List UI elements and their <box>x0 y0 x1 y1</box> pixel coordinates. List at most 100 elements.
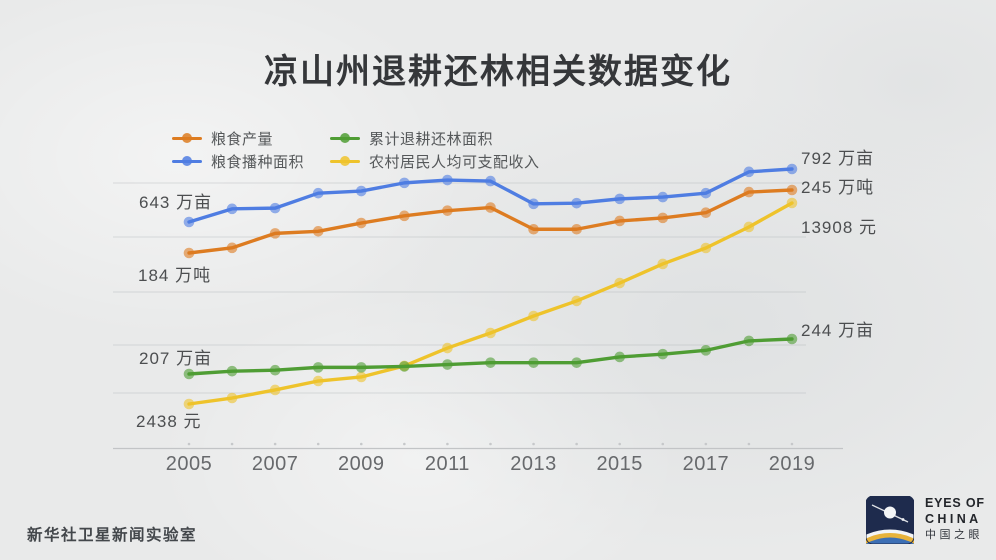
legend-swatch-grain_output <box>172 133 202 143</box>
x-tick-2007: 2007 <box>251 453 299 475</box>
data-point-forest_area <box>355 362 367 373</box>
data-point-grain_area <box>269 202 281 214</box>
legend-dot-grain_area <box>182 156 192 166</box>
legend-label-income: 农村居民人均可支配收入 <box>369 153 540 171</box>
data-point-grain_output <box>786 184 798 196</box>
data-point-grain_output <box>657 212 669 224</box>
legend-label-grain_area: 粮食播种面积 <box>211 153 305 171</box>
grain_output-first-value-label: 184 万吨 <box>138 266 212 285</box>
data-point-grain_output <box>355 217 367 229</box>
grain_output-last-value-label: 245 万吨 <box>801 178 875 197</box>
data-point-forest_area <box>614 351 625 363</box>
income-first-value-label: 2438 元 <box>136 412 202 431</box>
data-point-grain_area <box>485 175 496 187</box>
axis-tick-dot <box>403 442 406 446</box>
data-point-grain_area <box>657 191 669 203</box>
logo-text: EYES OF CHINA 中国之眼 <box>925 496 985 544</box>
data-point-grain_output <box>571 223 582 235</box>
x-tick-2005: 2005 <box>165 453 213 475</box>
axis-tick-dot <box>273 442 277 446</box>
axis-tick-dot <box>187 442 191 446</box>
x-tick-2019: 2019 <box>768 453 816 475</box>
chart-legend: 粮食产量粮食播种面积 累计退耕还林面积农村居民人均可支配收入 <box>172 130 540 171</box>
data-point-grain_area <box>614 193 625 205</box>
data-point-forest_area <box>442 359 453 370</box>
legend-item-forest_area: 累计退耕还林面积 <box>330 130 540 148</box>
legend-swatch-grain_area <box>172 156 202 166</box>
axis-tick-dot <box>532 442 535 446</box>
data-point-income <box>226 392 238 404</box>
data-point-grain_area <box>700 187 712 199</box>
data-point-forest_area <box>485 357 496 368</box>
legend-label-grain_output: 粮食产量 <box>211 130 274 148</box>
data-point-income <box>399 360 410 372</box>
data-point-forest_area <box>269 364 281 376</box>
axis-tick-dot <box>790 442 794 446</box>
data-point-grain_area <box>399 177 410 189</box>
data-point-grain_output <box>700 207 712 219</box>
legend-item-grain_output: 粮食产量 <box>172 130 304 148</box>
axis-tick-dot <box>575 442 578 446</box>
data-point-income <box>355 371 367 383</box>
legend-dot-income <box>340 156 351 166</box>
data-point-income <box>743 221 755 233</box>
x-tick-2011: 2011 <box>424 453 470 475</box>
x-tick-2017: 2017 <box>682 453 730 475</box>
data-point-income <box>571 295 582 307</box>
data-point-income <box>312 375 324 387</box>
series-line-forest_area <box>187 337 794 376</box>
data-point-grain_output <box>226 242 238 254</box>
data-point-grain_area <box>355 185 367 197</box>
axis-tick-dot <box>618 442 621 446</box>
data-point-income <box>485 327 496 339</box>
axis-tick-dot <box>704 442 708 446</box>
data-point-forest_area <box>571 357 582 368</box>
grain_area-last-value-label: 792 万亩 <box>801 149 875 168</box>
chart-title: 凉山州退耕还林相关数据变化 <box>264 53 732 91</box>
eyes-of-china-logo: EYES OF CHINA 中国之眼 <box>866 496 985 544</box>
legend-swatch-forest_area <box>330 133 361 143</box>
satellite-logo-icon <box>866 496 914 544</box>
legend-item-income: 农村居民人均可支配收入 <box>330 153 540 171</box>
forest_area-first-value-label: 207 万亩 <box>139 349 213 368</box>
data-point-grain_output <box>183 247 195 259</box>
data-point-forest_area <box>183 368 195 380</box>
data-point-forest_area <box>700 345 712 356</box>
axis-tick-dot <box>446 442 449 446</box>
data-point-grain_area <box>442 174 453 186</box>
x-tick-2013: 2013 <box>510 453 557 475</box>
data-point-income <box>614 277 625 289</box>
legend-label-forest_area: 累计退耕还林面积 <box>369 130 494 148</box>
logo-line-1: EYES OF <box>925 496 985 511</box>
data-point-grain_output <box>442 205 453 216</box>
series-line-income <box>187 201 794 406</box>
data-point-grain_area <box>183 216 195 228</box>
x-tick-2009: 2009 <box>338 453 385 475</box>
x-tick-2015: 2015 <box>596 453 643 475</box>
axis-tick-dot <box>359 442 363 446</box>
data-point-grain_output <box>269 228 281 239</box>
logo-line-3: 中国之眼 <box>925 529 983 542</box>
legend-swatch-income <box>330 156 361 166</box>
axis-tick-dot <box>230 442 234 446</box>
series-line-grain_area <box>187 167 794 224</box>
income-last-value-label: 13908 元 <box>801 218 877 237</box>
data-point-forest_area <box>743 335 755 347</box>
forest_area-last-value-label: 244 万亩 <box>801 321 875 340</box>
series-line-grain_output <box>187 188 794 255</box>
axis-tick-dot <box>747 442 751 446</box>
legend-dot-forest_area <box>340 133 351 143</box>
data-point-forest_area <box>226 365 238 377</box>
data-point-grain_area <box>528 198 539 210</box>
data-point-income <box>442 342 453 354</box>
data-point-income <box>786 197 798 209</box>
data-point-grain_output <box>528 223 539 235</box>
data-point-grain_output <box>399 210 410 222</box>
data-point-grain_output <box>614 215 625 227</box>
data-point-income <box>657 258 669 270</box>
grain_area-first-value-label: 643 万亩 <box>139 193 213 212</box>
data-point-grain_area <box>571 197 582 209</box>
source-credit: 新华社卫星新闻实验室 <box>27 527 198 544</box>
data-point-income <box>700 242 712 254</box>
